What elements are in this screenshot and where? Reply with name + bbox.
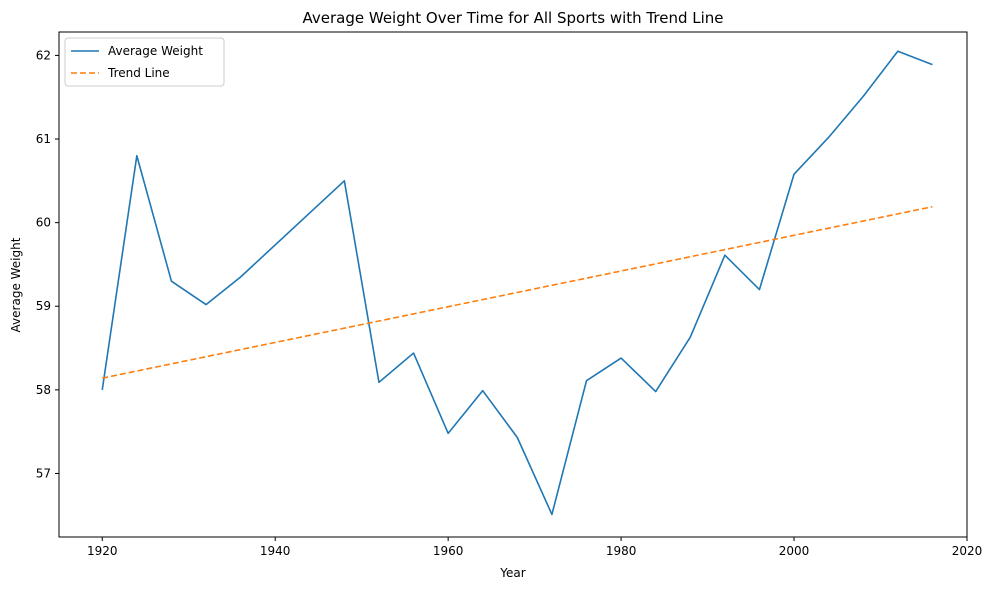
y-tick-label: 58 — [36, 383, 51, 397]
x-axis: 1920 1940 1960 1980 2000 2020 — [87, 537, 982, 558]
series-layer — [101, 50, 933, 516]
legend-label-average-weight: Average Weight — [108, 44, 203, 58]
x-tick-label: 1960 — [433, 544, 464, 558]
legend-label-trend-line: Trend Line — [107, 66, 170, 80]
plot-area — [58, 31, 968, 538]
y-tick-label: 57 — [36, 466, 51, 480]
legend-box — [64, 37, 225, 87]
x-tick-label: 1980 — [606, 544, 637, 558]
y-tick-label: 60 — [36, 216, 51, 230]
y-axis-label: Average Weight — [9, 237, 23, 332]
x-axis-label: Year — [499, 566, 525, 580]
x-tick-label: 2000 — [779, 544, 810, 558]
y-tick-label: 59 — [36, 299, 51, 313]
x-tick-label: 1920 — [87, 544, 118, 558]
trend-line — [102, 205, 933, 379]
average-weight-line — [101, 50, 933, 516]
x-tick-label: 2020 — [952, 544, 983, 558]
y-tick-label: 62 — [36, 48, 51, 62]
y-tick-label: 61 — [36, 132, 51, 146]
x-tick-label: 1940 — [260, 544, 291, 558]
chart-title: Average Weight Over Time for All Sports … — [303, 9, 724, 27]
plot-frame — [58, 31, 968, 538]
legend: Average Weight Trend Line — [64, 37, 225, 87]
y-axis: 57 58 59 60 61 62 — [36, 48, 59, 480]
